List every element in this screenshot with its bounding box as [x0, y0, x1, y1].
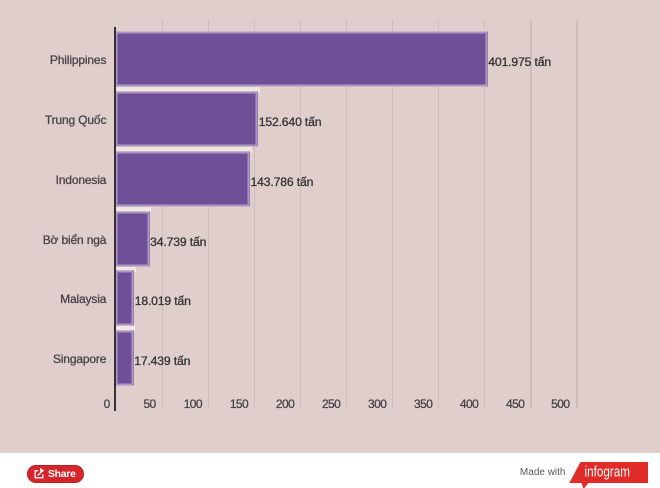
- svg-text:infogram: infogram: [585, 463, 630, 480]
